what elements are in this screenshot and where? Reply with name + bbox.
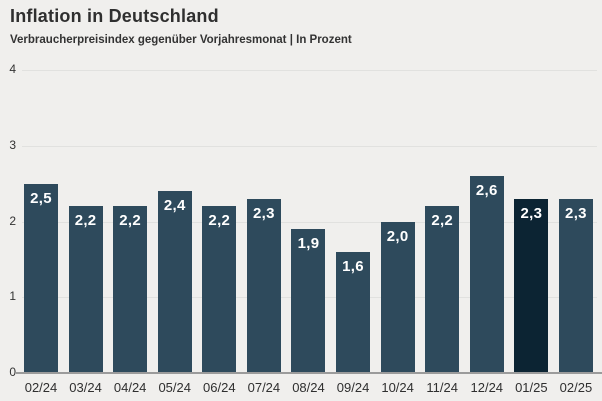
bar-column: 2,5 02/24 — [24, 70, 58, 395]
y-axis-tick-label: 2 — [9, 213, 16, 228]
y-axis-tick-label: 4 — [9, 62, 16, 76]
bar-column: 2,4 05/24 — [157, 70, 192, 395]
x-axis-label: 12/24 — [470, 380, 504, 395]
bars-container: 2,5 02/24 2,2 03/24 2,2 04/24 2,4 05/24 2,2 06/24… — [24, 70, 593, 395]
x-axis-label: 09/24 — [336, 380, 370, 395]
gridline — [22, 70, 597, 71]
y-axis-tick-label: 3 — [9, 137, 16, 152]
bar-column: 2,2 03/24 — [68, 70, 103, 395]
chart-subtitle: Verbraucherpreisindex gegenüber Vorjahre… — [10, 34, 352, 46]
bar: 2,3 — [558, 198, 593, 373]
bar-column: 2,2 06/24 — [202, 70, 237, 395]
bar-column: 2,6 12/24 — [469, 70, 504, 395]
bar-column: 1,6 09/24 — [336, 70, 371, 395]
bar: 2,6 — [469, 176, 504, 373]
x-axis-label: 02/25 — [559, 380, 593, 395]
x-axis-label: 10/24 — [381, 380, 414, 395]
x-axis-label: 03/24 — [69, 380, 102, 395]
bar-column: 2,2 04/24 — [113, 70, 148, 395]
bar-column: 1,9 08/24 — [291, 70, 326, 395]
y-axis-tick-label: 0 — [9, 365, 16, 379]
bar-value-label: 2,0 — [386, 227, 409, 245]
bar: 1,9 — [291, 229, 326, 373]
x-axis-label: 06/24 — [203, 380, 236, 395]
x-axis-label: 05/24 — [158, 380, 191, 395]
bar: 2,2 — [68, 206, 103, 373]
bar-value-label: 2,4 — [163, 197, 186, 215]
gridline — [22, 221, 597, 223]
bar: 2,3 — [246, 198, 281, 373]
bar-value-label: 2,6 — [475, 182, 498, 200]
x-axis-label: 01/25 — [515, 380, 548, 395]
bar-value-label: 2,3 — [520, 204, 543, 222]
bar-value-label: 2,3 — [253, 204, 275, 222]
x-axis-label: 04/24 — [113, 380, 147, 395]
bar: 2,2 — [113, 206, 148, 373]
x-axis-baseline — [16, 372, 602, 374]
y-axis-tick-label: 1 — [9, 289, 16, 304]
bar-value-label: 2,2 — [431, 212, 454, 230]
bar-column: 2,0 10/24 — [380, 70, 415, 395]
bar: 2,5 — [24, 183, 58, 373]
bar: 1,6 — [336, 251, 371, 373]
bar-column: 2,2 11/24 — [425, 70, 460, 395]
bar-column: 2,3 02/25 — [558, 70, 593, 395]
bar-column: 2,3 07/24 — [246, 70, 281, 395]
bar-value-label: 1,6 — [342, 257, 364, 275]
bar-value-label: 2,2 — [119, 212, 142, 230]
gridline — [22, 145, 597, 147]
bar: 2,2 — [425, 206, 460, 373]
chart-title: Inflation in Deutschland — [10, 6, 219, 26]
bar-value-label: 2,5 — [30, 189, 52, 207]
bar: 2,4 — [157, 191, 192, 373]
x-axis-label: 02/24 — [24, 380, 58, 395]
x-axis-label: 07/24 — [247, 380, 281, 395]
bar-value-label: 2,2 — [208, 212, 231, 230]
bar-value-label: 2,3 — [565, 204, 587, 222]
bar-value-label: 2,2 — [74, 212, 97, 230]
x-axis-label: 08/24 — [292, 380, 325, 395]
bar: 2,3 — [514, 198, 549, 373]
bar: 2,0 — [380, 221, 415, 373]
x-axis-label: 11/24 — [426, 380, 458, 395]
chart-header: Inflation in Deutschland Verbraucherprei… — [10, 6, 592, 46]
bar: 2,2 — [202, 206, 237, 373]
bar-column: 2,3 01/25 — [514, 70, 549, 395]
bar-value-label: 1,9 — [297, 235, 320, 253]
